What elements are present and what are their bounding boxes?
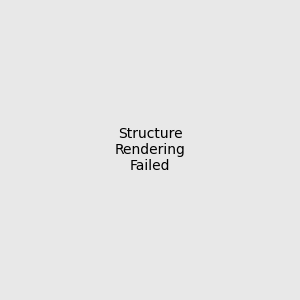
Text: Structure
Rendering
Failed: Structure Rendering Failed: [115, 127, 185, 173]
